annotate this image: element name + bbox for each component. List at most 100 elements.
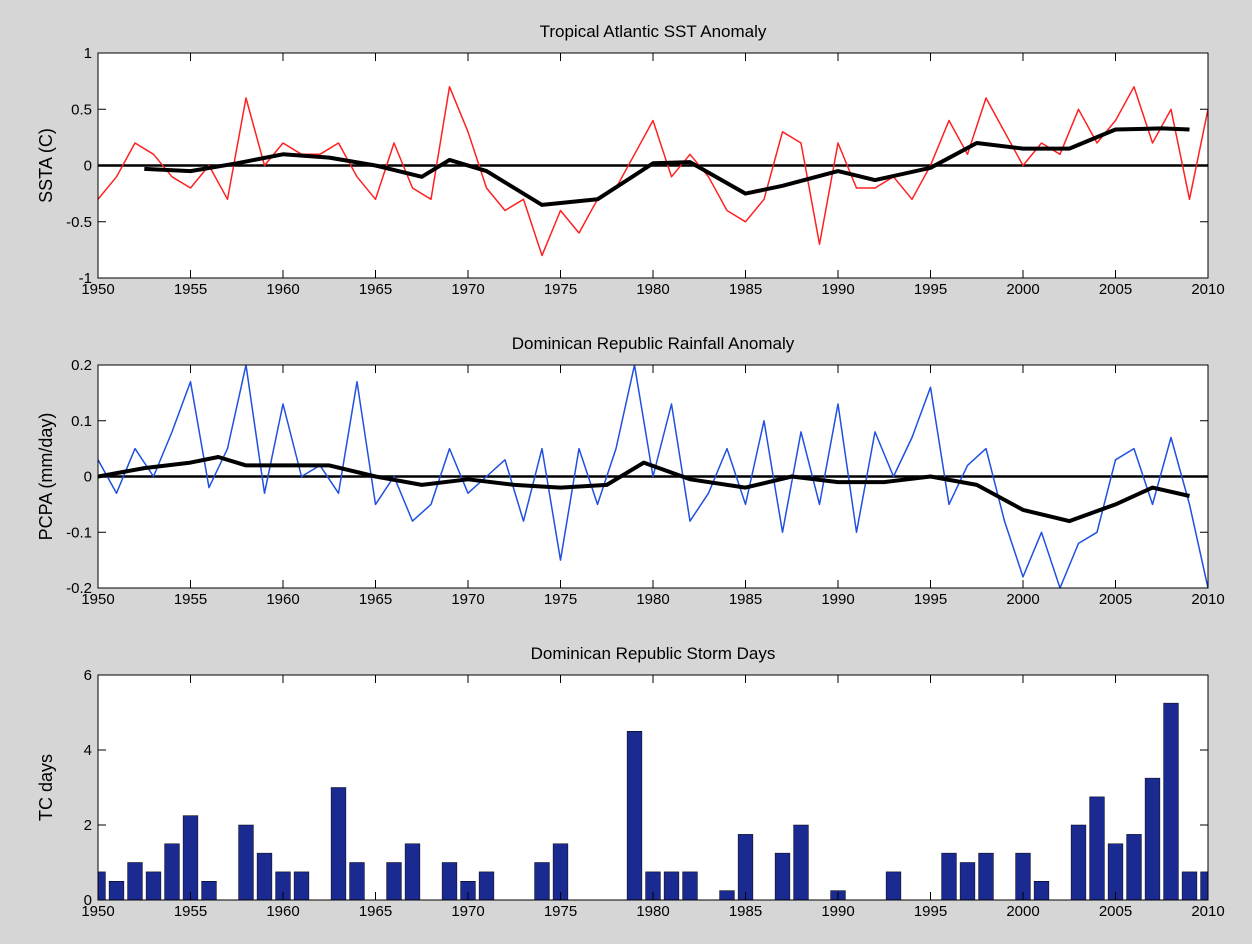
x-tick-label: 2000 bbox=[1006, 591, 1039, 608]
y-axis-label: TC days bbox=[36, 754, 56, 821]
bar bbox=[275, 871, 291, 900]
x-tick-label: 1975 bbox=[544, 281, 577, 298]
y-axis-label: PCPA (mm/day) bbox=[36, 413, 56, 541]
y-tick-label: -0.1 bbox=[66, 524, 92, 541]
y-tick-label: -0.2 bbox=[66, 580, 92, 597]
bar bbox=[98, 871, 106, 900]
bar bbox=[441, 862, 458, 900]
x-tick-label: 2010 bbox=[1191, 591, 1224, 608]
bar bbox=[386, 862, 402, 900]
x-tick-label: 1950 bbox=[81, 903, 114, 920]
bar bbox=[201, 881, 217, 900]
y-axis-label: SSTA (C) bbox=[36, 128, 56, 203]
bar bbox=[145, 871, 162, 900]
plot bbox=[98, 365, 1208, 588]
bar bbox=[349, 862, 365, 900]
x-tick-label: 2010 bbox=[1191, 903, 1224, 920]
y-tick-label: 0 bbox=[84, 892, 92, 909]
x-tick-label: 2005 bbox=[1099, 281, 1132, 298]
bar bbox=[737, 834, 754, 900]
x-tick-label: 1975 bbox=[544, 903, 577, 920]
data-line bbox=[144, 126, 1190, 207]
x-tick-label: 1955 bbox=[174, 281, 207, 298]
y-tick-label: -1 bbox=[79, 270, 92, 287]
x-tick-label: 2005 bbox=[1099, 903, 1132, 920]
x-tick-label: 1960 bbox=[266, 591, 299, 608]
x-tick-label: 1970 bbox=[451, 903, 484, 920]
bar bbox=[978, 852, 994, 900]
x-tick-label: 1980 bbox=[636, 903, 669, 920]
x-tick-label: 2000 bbox=[1006, 281, 1039, 298]
bar bbox=[1126, 834, 1142, 900]
bar bbox=[164, 843, 180, 900]
x-tick-label: 1955 bbox=[174, 591, 207, 608]
x-tick-label: 1950 bbox=[81, 281, 114, 298]
bar bbox=[774, 852, 791, 900]
bar bbox=[293, 871, 310, 900]
x-tick-label: 1965 bbox=[359, 281, 392, 298]
x-tick-label: 2000 bbox=[1006, 903, 1039, 920]
y-tick-label: 4 bbox=[84, 742, 92, 759]
bar bbox=[1163, 702, 1179, 900]
bar bbox=[1089, 796, 1105, 900]
y-tick-label: 1 bbox=[84, 45, 92, 62]
bar bbox=[941, 852, 957, 900]
x-tick-label: 1985 bbox=[729, 903, 762, 920]
bar bbox=[404, 843, 421, 900]
panel: Dominican Republic Storm Days TC days 1950… bbox=[36, 644, 1225, 920]
bar bbox=[719, 890, 735, 900]
y-tick-label: 0 bbox=[84, 469, 92, 486]
bar bbox=[1015, 852, 1031, 900]
bar bbox=[182, 815, 199, 900]
x-tick-label: 1965 bbox=[359, 903, 392, 920]
bar bbox=[645, 871, 661, 900]
bar bbox=[552, 843, 569, 900]
y-tick-label: 0.5 bbox=[71, 101, 92, 118]
y-tick-label: 0.2 bbox=[71, 357, 92, 374]
x-tick-label: 1990 bbox=[821, 903, 854, 920]
data-line bbox=[98, 86, 1208, 257]
y-tick-label: -0.5 bbox=[66, 214, 92, 231]
panel: Dominican Republic Rainfall Anomaly PCPA … bbox=[36, 334, 1225, 608]
bar bbox=[1144, 777, 1161, 900]
bar bbox=[478, 871, 495, 900]
data-line bbox=[98, 455, 1190, 524]
bar bbox=[626, 731, 643, 900]
y-tick-label: 6 bbox=[84, 667, 92, 684]
bar bbox=[1181, 871, 1198, 900]
panel-title: Dominican Republic Storm Days bbox=[531, 644, 776, 663]
bar bbox=[534, 862, 550, 900]
plot bbox=[98, 702, 1208, 900]
x-tick-label: 1995 bbox=[914, 281, 947, 298]
x-tick-label: 1990 bbox=[821, 591, 854, 608]
plot bbox=[98, 86, 1208, 257]
x-tick-label: 1970 bbox=[451, 281, 484, 298]
bar bbox=[1107, 843, 1124, 900]
x-tick-label: 2005 bbox=[1099, 591, 1132, 608]
bar bbox=[885, 871, 902, 900]
panel: Tropical Atlantic SST Anomaly SSTA (C) 195… bbox=[36, 22, 1225, 298]
bar bbox=[682, 871, 698, 900]
x-tick-label: 1960 bbox=[266, 281, 299, 298]
bar bbox=[330, 787, 347, 900]
x-tick-label: 1995 bbox=[914, 591, 947, 608]
x-tick-label: 1975 bbox=[544, 591, 577, 608]
x-tick-label: 1970 bbox=[451, 591, 484, 608]
y-tick-label: 0 bbox=[84, 158, 92, 175]
x-tick-label: 1980 bbox=[636, 281, 669, 298]
x-tick-label: 2010 bbox=[1191, 281, 1224, 298]
x-tick-label: 1990 bbox=[821, 281, 854, 298]
x-tick-label: 1955 bbox=[174, 903, 207, 920]
x-tick-label: 1960 bbox=[266, 903, 299, 920]
x-tick-label: 1995 bbox=[914, 903, 947, 920]
x-tick-label: 1965 bbox=[359, 591, 392, 608]
x-tick-label: 1985 bbox=[729, 281, 762, 298]
bar bbox=[1033, 881, 1050, 900]
bar bbox=[256, 852, 273, 900]
x-tick-label: 1950 bbox=[81, 591, 114, 608]
y-tick-label: 0.1 bbox=[71, 413, 92, 430]
bar bbox=[127, 862, 143, 900]
bar bbox=[460, 881, 476, 900]
x-tick-label: 1980 bbox=[636, 591, 669, 608]
